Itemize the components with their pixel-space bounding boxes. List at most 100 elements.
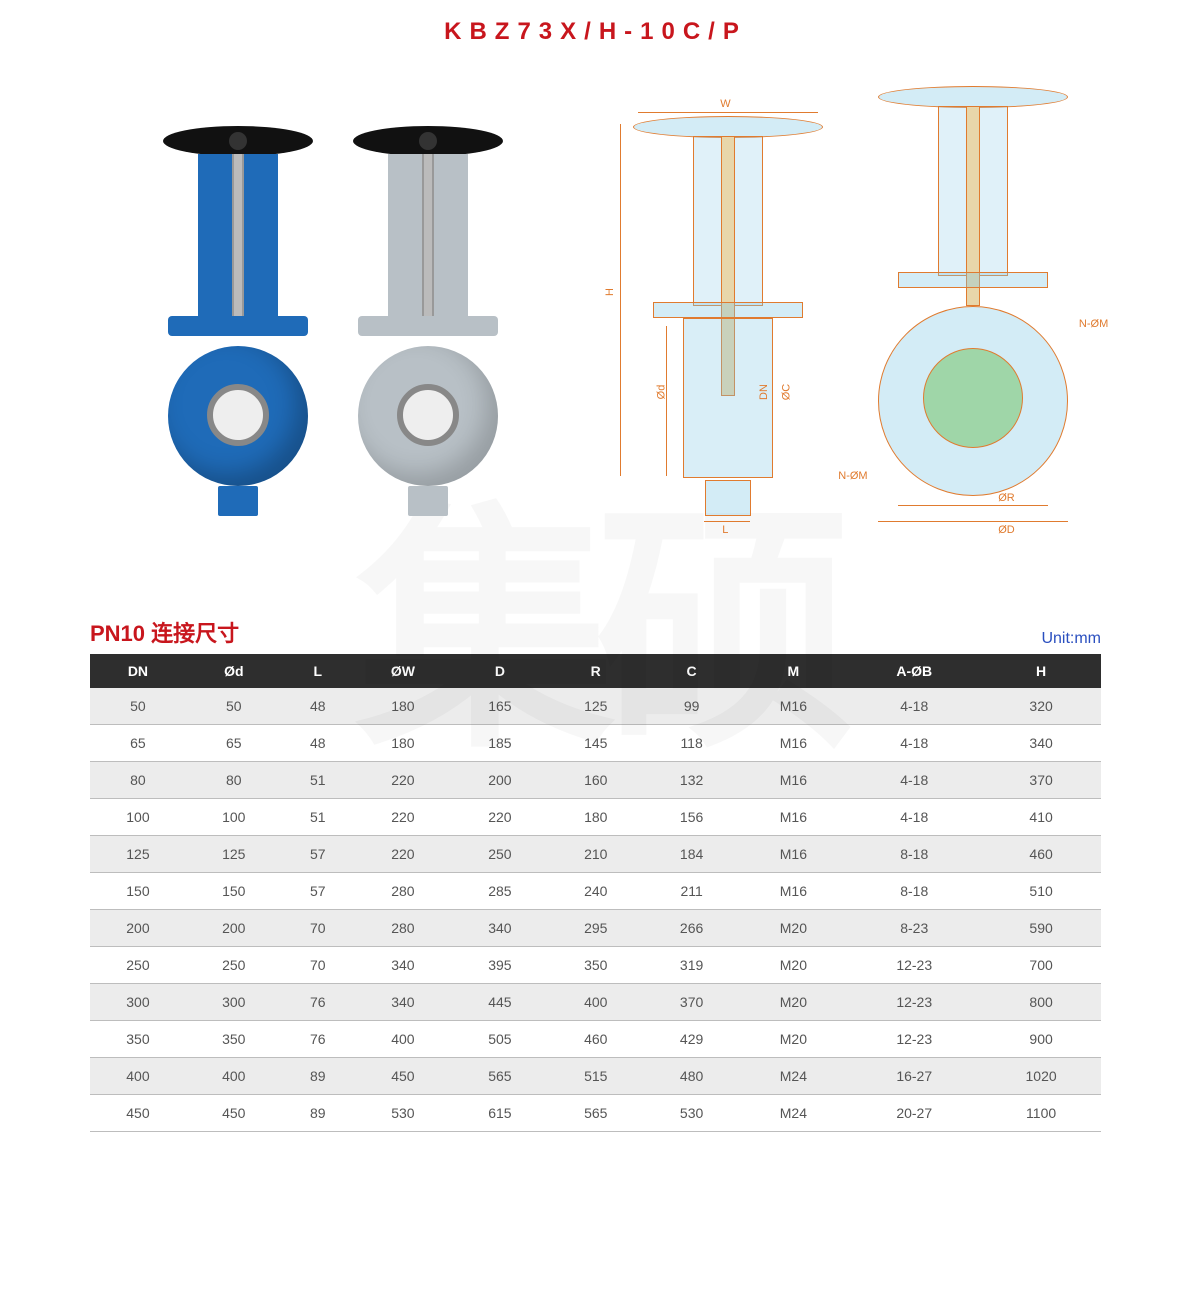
col-4: D [452, 654, 548, 688]
table-cell: 340 [354, 947, 452, 984]
table-row: 30030076340445400370M2012-23800 [90, 984, 1101, 1021]
table-cell: 320 [981, 688, 1101, 725]
table-cell: 250 [90, 947, 186, 984]
table-cell: 400 [186, 1058, 282, 1095]
table-cell: 51 [282, 799, 354, 836]
table-cell: 340 [452, 910, 548, 947]
table-cell: 210 [548, 836, 644, 873]
table-cell: 510 [981, 873, 1101, 910]
sch-flange [898, 272, 1048, 288]
table-cell: M24 [740, 1095, 848, 1132]
table-cell: 76 [282, 984, 354, 1021]
table-cell: 150 [90, 873, 186, 910]
table-row: 12512557220250210184M168-18460 [90, 836, 1101, 873]
table-cell: 1020 [981, 1058, 1101, 1095]
table-cell: 200 [186, 910, 282, 947]
table-cell: 615 [452, 1095, 548, 1132]
table-cell: 200 [452, 762, 548, 799]
table-cell: 395 [452, 947, 548, 984]
table-cell: 4-18 [847, 725, 981, 762]
table-cell: 125 [90, 836, 186, 873]
table-cell: 12-23 [847, 984, 981, 1021]
table-cell: 200 [90, 910, 186, 947]
valve-bore [397, 384, 459, 446]
table-cell: 300 [90, 984, 186, 1021]
table-cell: 460 [981, 836, 1101, 873]
table-cell: 12-23 [847, 947, 981, 984]
table-cell: 89 [282, 1058, 354, 1095]
table-cell: 185 [452, 725, 548, 762]
table-cell: 240 [548, 873, 644, 910]
table-cell: 118 [644, 725, 740, 762]
valve-foot [218, 486, 258, 516]
dim-NOM1: N-ØM [1079, 318, 1108, 330]
table-cell: 295 [548, 910, 644, 947]
table-cell: 180 [354, 688, 452, 725]
table-cell: M20 [740, 947, 848, 984]
table-cell: M16 [740, 762, 848, 799]
dim-H: H [604, 288, 616, 296]
table-cell: 340 [354, 984, 452, 1021]
table-cell: 4-18 [847, 688, 981, 725]
table-cell: 565 [452, 1058, 548, 1095]
table-cell: 400 [548, 984, 644, 1021]
table-row: 35035076400505460429M2012-23900 [90, 1021, 1101, 1058]
table-cell: 565 [548, 1095, 644, 1132]
table-cell: 480 [644, 1058, 740, 1095]
table-cell: 340 [981, 725, 1101, 762]
table-cell: 220 [452, 799, 548, 836]
table-cell: 99 [644, 688, 740, 725]
table-cell: 450 [186, 1095, 282, 1132]
table-cell: 460 [548, 1021, 644, 1058]
table-cell: 8-18 [847, 873, 981, 910]
valve-stem [232, 154, 244, 324]
table-cell: 50 [90, 688, 186, 725]
table-cell: 450 [354, 1058, 452, 1095]
table-cell: 220 [354, 762, 452, 799]
table-cell: 266 [644, 910, 740, 947]
product-title: KBZ73X/H-10C/P [90, 18, 1101, 46]
valve-steel [348, 126, 508, 516]
schematic-side: W H Ød DN ØC L [628, 116, 828, 516]
table-cell: 220 [354, 836, 452, 873]
table-cell: 184 [644, 836, 740, 873]
table-cell: 800 [981, 984, 1101, 1021]
col-9: H [981, 654, 1101, 688]
table-cell: M20 [740, 910, 848, 947]
table-cell: 410 [981, 799, 1101, 836]
table-row: 40040089450565515480M2416-271020 [90, 1058, 1101, 1095]
table-cell: 530 [354, 1095, 452, 1132]
dim-OC: ØC [781, 384, 793, 401]
unit-label: Unit:mm [1041, 630, 1101, 648]
col-0: DN [90, 654, 186, 688]
table-cell: 350 [548, 947, 644, 984]
valve-flange [358, 316, 498, 336]
table-cell: M16 [740, 836, 848, 873]
table-cell: 370 [981, 762, 1101, 799]
table-cell: 300 [186, 984, 282, 1021]
section-title: PN10 连接尺寸 [90, 616, 239, 648]
table-cell: 4-18 [847, 799, 981, 836]
table-row: 25025070340395350319M2012-23700 [90, 947, 1101, 984]
table-cell: 515 [548, 1058, 644, 1095]
table-cell: 180 [354, 725, 452, 762]
handwheel-icon [163, 126, 313, 156]
valve-flange [168, 316, 308, 336]
table-cell: 100 [186, 799, 282, 836]
table-row: 808051220200160132M164-18370 [90, 762, 1101, 799]
col-3: ØW [354, 654, 452, 688]
table-cell: 57 [282, 836, 354, 873]
table-cell: 250 [452, 836, 548, 873]
table-cell: 8-18 [847, 836, 981, 873]
figures-row: W H Ød DN ØC L [90, 86, 1101, 516]
table-cell: 50 [186, 688, 282, 725]
table-cell: 150 [186, 873, 282, 910]
col-6: C [644, 654, 740, 688]
table-cell: 220 [354, 799, 452, 836]
table-row: 20020070280340295266M208-23590 [90, 910, 1101, 947]
dim-W: W [720, 98, 730, 110]
table-cell: 370 [644, 984, 740, 1021]
sch-wheel [633, 116, 823, 138]
valve-stem [422, 154, 434, 324]
dim-L: L [722, 524, 728, 536]
